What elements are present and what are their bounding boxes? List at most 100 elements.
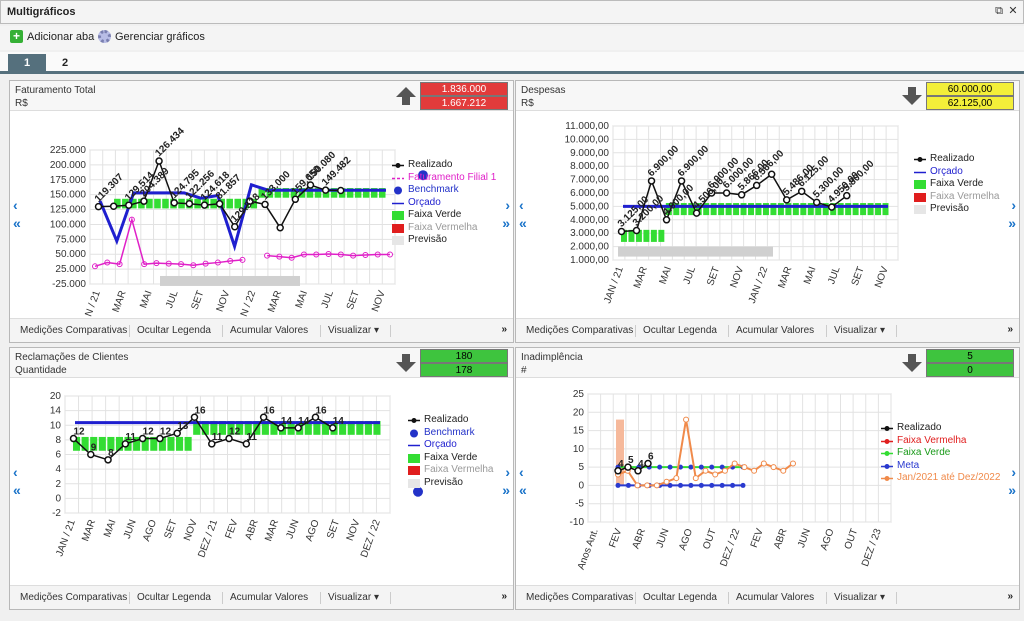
faixa-verde-bar xyxy=(107,436,115,451)
realizado-point xyxy=(246,197,254,205)
panel-header: Reclamações de Clientes Quantidade 180 178 xyxy=(10,348,513,378)
meta-point xyxy=(615,482,621,488)
faixa-verde-bar xyxy=(643,229,650,242)
x-tick-label: SET xyxy=(189,289,206,311)
faixa-verde-bar xyxy=(201,420,209,435)
hide-legend-button[interactable]: Ocultar Legenda xyxy=(643,592,717,603)
accumulate-values-button[interactable]: Acumular Valores xyxy=(736,592,815,603)
manage-charts-button[interactable]: Gerenciar gráficos xyxy=(98,30,205,43)
faixa-verde-point xyxy=(709,464,715,470)
more-options-button[interactable]: » xyxy=(501,591,507,602)
prev-icon[interactable]: ‹ xyxy=(13,197,18,213)
x-tick-label: MAR xyxy=(111,289,129,314)
x-tick-label: MAR xyxy=(263,518,281,543)
first-icon[interactable]: « xyxy=(519,482,527,498)
faixa-verde-bar xyxy=(218,420,226,435)
realizado-point xyxy=(94,202,103,211)
legend-item: Realizado xyxy=(914,153,999,166)
first-icon[interactable]: « xyxy=(13,482,21,498)
realizado-point xyxy=(291,195,300,204)
tab-2[interactable]: 2 xyxy=(61,57,69,69)
legend-item: Previsão xyxy=(408,477,493,490)
x-tick-label: JAN / 22 xyxy=(235,289,259,317)
prev-icon[interactable]: ‹ xyxy=(519,464,524,480)
faixa-verde-bar xyxy=(266,188,274,198)
next-icon[interactable]: › xyxy=(1011,464,1016,480)
chart-area: ‹ « › » 25 20 15 10 5 0 -5 -10 Anos Ant. FEV ABR JUN AGO… xyxy=(516,379,1019,584)
faixa-verde-bar xyxy=(665,203,672,216)
x-tick-label: Anos Ant. xyxy=(576,527,601,571)
first-icon[interactable]: « xyxy=(13,215,21,231)
hide-legend-button[interactable]: Ocultar Legenda xyxy=(643,325,717,336)
x-tick-label: SET xyxy=(705,265,722,287)
y-tick-label: 225.000 xyxy=(50,145,87,156)
add-tab-button[interactable]: + Adicionar aba xyxy=(10,30,94,43)
arrow-down-icon xyxy=(901,352,923,374)
more-options-button[interactable]: » xyxy=(1007,324,1013,335)
next-icon[interactable]: › xyxy=(505,197,510,213)
x-tick-label: JUN xyxy=(284,518,301,540)
more-options-button[interactable]: » xyxy=(1007,591,1013,602)
faixa-verde-bar xyxy=(718,203,725,216)
legend-label: Benchmark xyxy=(424,426,475,438)
y-tick-label: 25.000 xyxy=(55,264,86,275)
comparative-measurements-button[interactable]: Medições Comparativas xyxy=(20,325,128,336)
view-dropdown-button[interactable]: Visualizar ▾ xyxy=(834,592,885,603)
data-label: 12 xyxy=(74,427,86,438)
chart-svg: 225.000 200.000 175.000 150.000 125.000 100.0… xyxy=(50,126,428,317)
y-tick-label: -25.000 xyxy=(52,279,86,290)
faixa-verde-bar xyxy=(370,188,378,198)
hide-legend-button[interactable]: Ocultar Legenda xyxy=(137,325,211,336)
data-label: 11 xyxy=(125,432,136,443)
hide-legend-button[interactable]: Ocultar Legenda xyxy=(137,592,211,603)
view-dropdown-button[interactable]: Visualizar ▾ xyxy=(328,325,379,336)
restore-icon[interactable]: ⧉ xyxy=(995,5,1003,17)
y-tick-label: 5.000,00 xyxy=(570,201,609,212)
prev-icon[interactable]: ‹ xyxy=(519,197,524,213)
faixa-verde-bar xyxy=(98,436,106,451)
comparative-measurements-button[interactable]: Medições Comparativas xyxy=(526,325,634,336)
faixa-verde-bar xyxy=(733,203,740,216)
jan2021-point xyxy=(644,482,651,489)
legend-label: Faixa Verde xyxy=(930,178,984,189)
last-icon[interactable]: » xyxy=(1008,482,1016,498)
view-dropdown-button[interactable]: Visualizar ▾ xyxy=(328,592,379,603)
faixa-verde-bar xyxy=(90,436,98,451)
prev-icon[interactable]: ‹ xyxy=(13,464,18,480)
accumulate-values-button[interactable]: Acumular Valores xyxy=(230,592,309,603)
view-dropdown-button[interactable]: Visualizar ▾ xyxy=(834,325,885,336)
last-icon[interactable]: » xyxy=(502,215,510,231)
y-tick-label: 14 xyxy=(50,406,62,417)
comparative-measurements-button[interactable]: Medições Comparativas xyxy=(526,592,634,603)
close-icon[interactable]: ✕ xyxy=(1008,5,1018,17)
faixa-verde-point xyxy=(667,464,673,470)
faixa-verde-bar xyxy=(822,203,829,216)
last-icon[interactable]: » xyxy=(502,482,510,498)
realizado-point xyxy=(200,201,209,209)
last-icon[interactable]: » xyxy=(1008,215,1016,231)
realizado-point xyxy=(782,196,791,204)
tab-1[interactable]: 1 xyxy=(8,54,46,72)
panel-title: Inadimplência xyxy=(521,352,583,363)
faixa-verde-bar xyxy=(628,229,635,242)
benchmark-point xyxy=(418,170,428,181)
more-options-button[interactable]: » xyxy=(501,324,507,335)
y-tick-label: 50.000 xyxy=(55,249,86,260)
accumulate-values-button[interactable]: Acumular Valores xyxy=(230,325,309,336)
meta-point xyxy=(740,482,746,488)
comparative-measurements-button[interactable]: Medições Comparativas xyxy=(20,592,128,603)
arrow-down-icon xyxy=(901,85,923,107)
faixa-verde-bar xyxy=(845,203,852,216)
value-box-actual: 1.667.212 xyxy=(420,96,508,110)
y-tick-label: 8.000,00 xyxy=(570,161,609,172)
legend-label: Orçado xyxy=(424,439,457,450)
next-icon[interactable]: › xyxy=(1011,197,1016,213)
manage-charts-label: Gerenciar gráficos xyxy=(115,30,205,43)
next-icon[interactable]: › xyxy=(505,464,510,480)
realizado-point xyxy=(208,440,216,448)
accumulate-values-button[interactable]: Acumular Valores xyxy=(736,325,815,336)
footer-separator xyxy=(728,592,729,604)
x-tick-label: DEZ / 22 xyxy=(359,518,383,559)
first-icon[interactable]: « xyxy=(519,215,527,231)
